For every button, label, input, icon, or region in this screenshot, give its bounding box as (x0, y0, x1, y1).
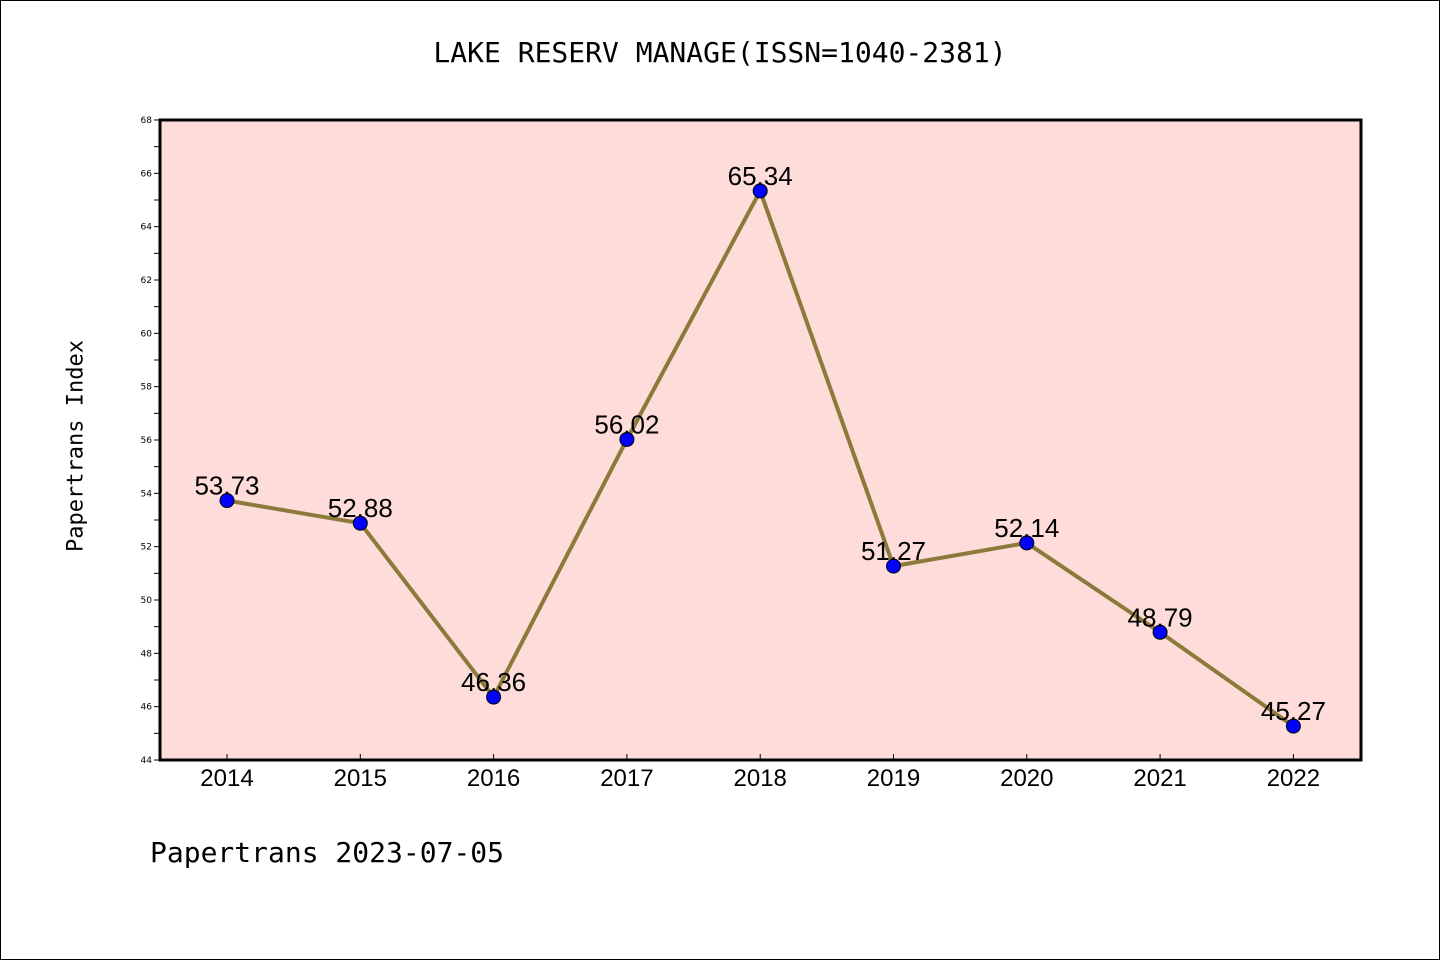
x-tick-label: 2016 (467, 765, 520, 792)
data-label: 51.27 (861, 536, 926, 566)
plot-border (158, 118, 1363, 762)
y-tick-label: 50 (141, 596, 153, 606)
data-point (1152, 624, 1168, 640)
data-label: 52.14 (994, 513, 1059, 543)
data-point (486, 689, 502, 705)
data-point (752, 183, 768, 199)
footer-date: Papertrans 2023-07-05 (150, 836, 505, 869)
data-point (352, 515, 368, 531)
data-label: 45.27 (1261, 696, 1326, 726)
data-label: 48.79 (1128, 602, 1193, 632)
y-tick-label: 58 (141, 383, 153, 393)
x-tick-label: 2017 (600, 765, 653, 792)
data-point (1285, 718, 1301, 734)
x-tick-label: 2022 (1267, 765, 1320, 792)
y-tick-label: 52 (141, 543, 152, 553)
y-tick-label: 46 (141, 703, 153, 713)
y-tick-label: 62 (141, 276, 152, 286)
data-point (619, 431, 635, 447)
y-tick-label: 60 (141, 329, 153, 339)
x-tick-label: 2015 (334, 765, 387, 792)
y-tick-label: 64 (141, 223, 153, 233)
x-tick-label: 2018 (734, 765, 787, 792)
y-tick-label: 66 (141, 169, 153, 179)
data-label: 56.02 (594, 409, 659, 439)
data-point (1019, 535, 1035, 551)
data-label: 46.36 (461, 667, 526, 697)
y-tick-label: 54 (141, 489, 153, 499)
data-label: 53.73 (194, 471, 259, 501)
data-point (886, 558, 901, 574)
x-tick-label: 2021 (1133, 765, 1186, 792)
data-label: 65.34 (728, 161, 793, 191)
data-point (219, 493, 235, 509)
x-tick-label: 2014 (200, 765, 253, 792)
y-tick-label: 48 (141, 649, 153, 659)
y-tick-label: 44 (141, 756, 153, 766)
y-tick-label: 68 (141, 116, 153, 126)
x-tick-label: 2019 (867, 765, 920, 792)
data-label: 52.88 (328, 493, 393, 523)
plot-area (160, 120, 1361, 760)
x-tick-label: 2020 (1000, 765, 1053, 792)
y-tick-label: 56 (141, 436, 153, 446)
chart-title: LAKE RESERV MANAGE(ISSN=1040-2381) (433, 36, 1007, 69)
